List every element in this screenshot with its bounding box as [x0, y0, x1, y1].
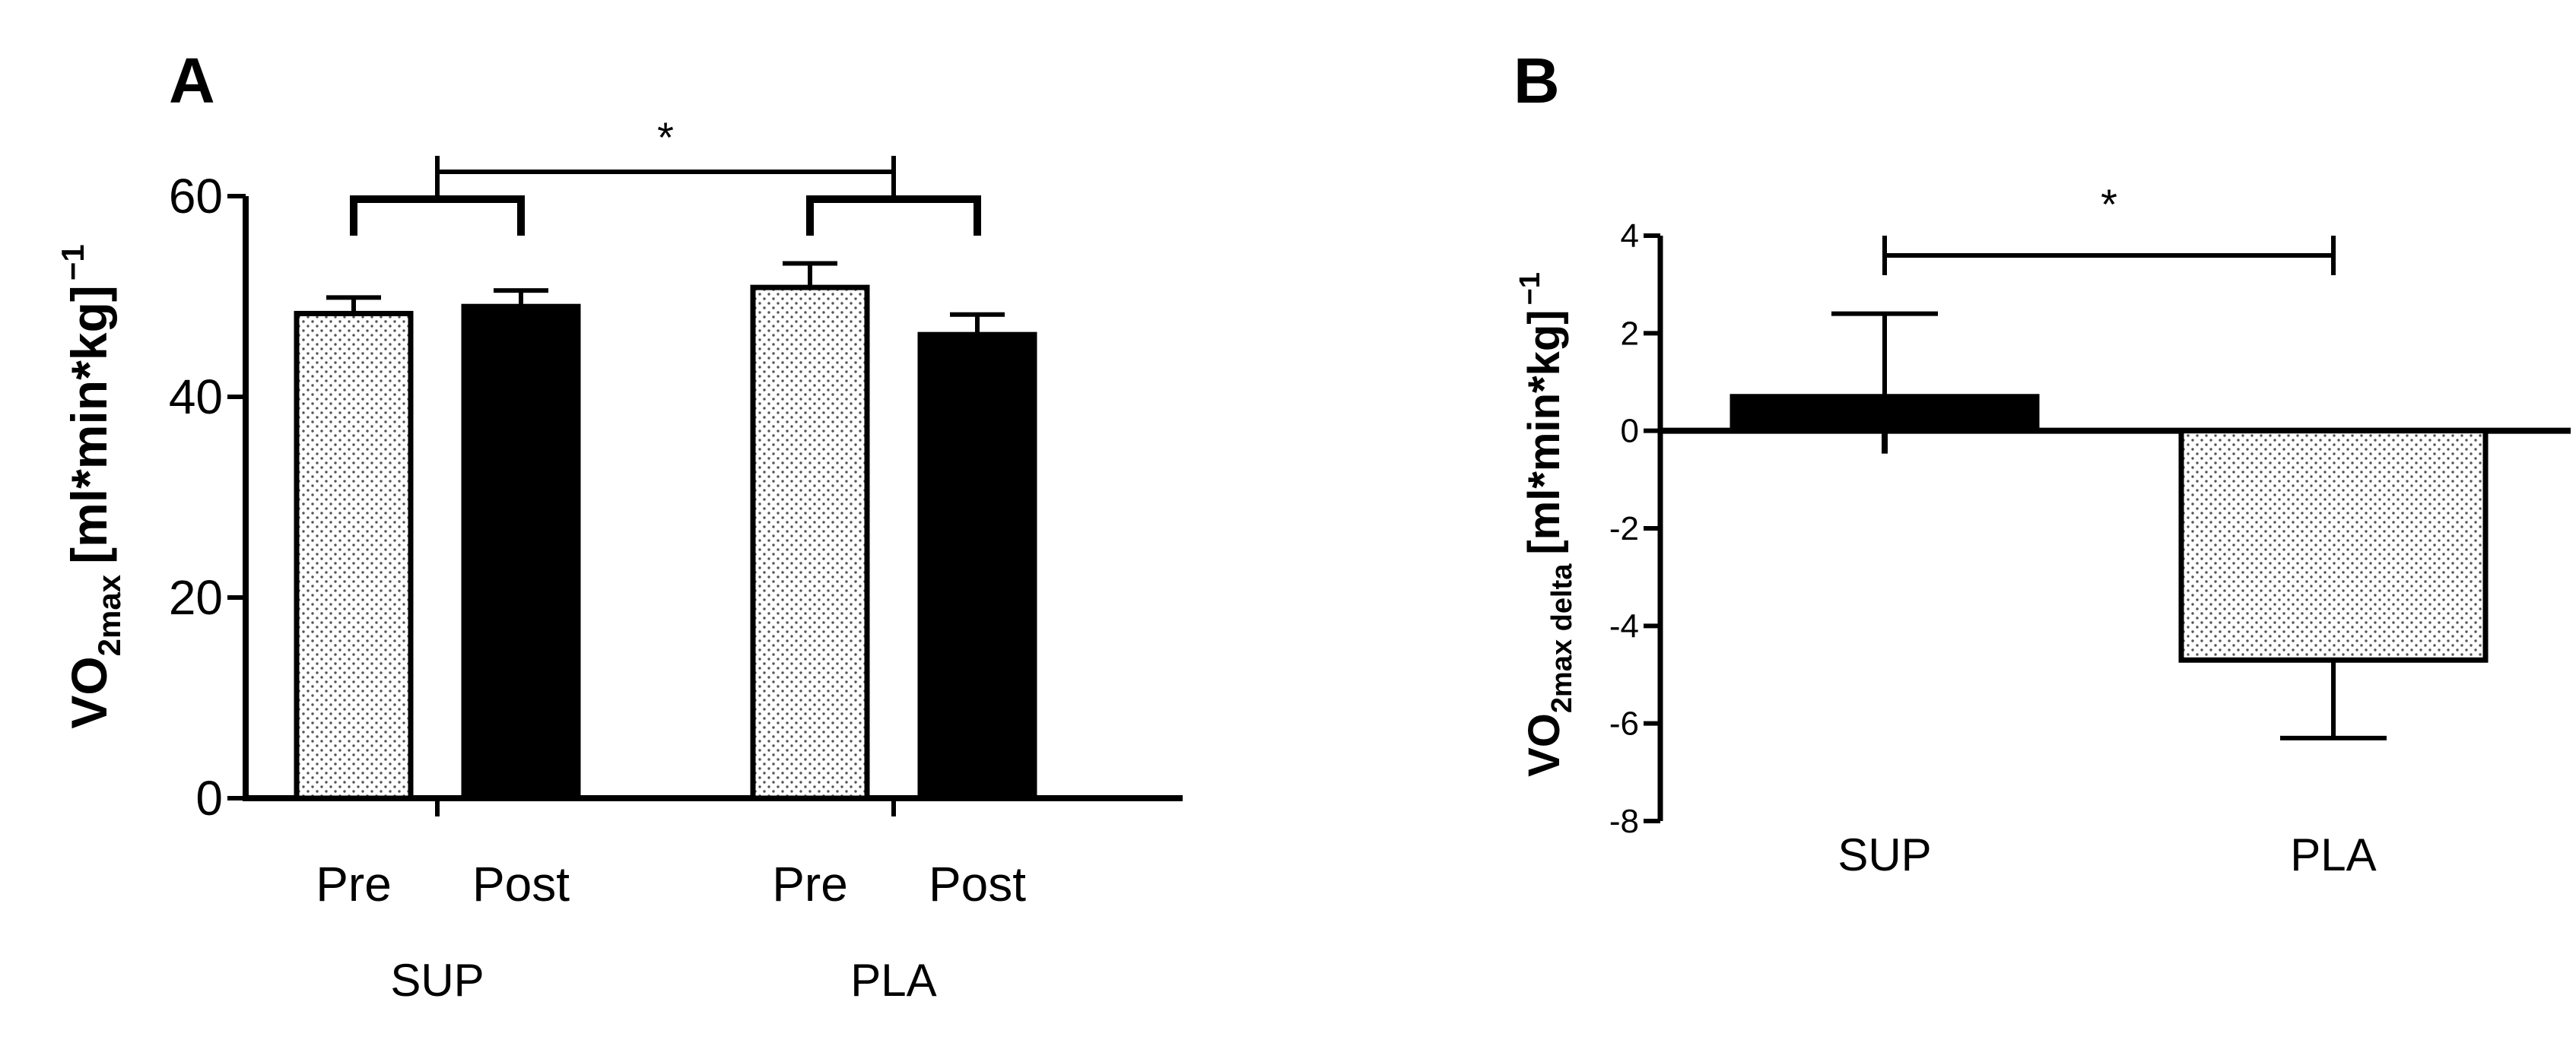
panel-b-significance: *: [1882, 180, 2336, 275]
panel-a-ylabel-sub: 2max: [91, 574, 127, 656]
panel-a-bars: [294, 261, 1037, 801]
panel-b-y-tick-label: -2: [1609, 510, 1639, 547]
panel-b-y-tick-label: -6: [1609, 705, 1639, 743]
panel-a-significance: *: [350, 113, 981, 236]
bar-category-label: Pre: [772, 857, 848, 911]
panel-a-category-labels: Pre Post SUP Pre Post PLA: [316, 857, 1026, 1006]
bar: [917, 331, 1037, 801]
bar: [294, 310, 414, 801]
panel-b-bars: [1730, 311, 2489, 740]
bar: [461, 303, 581, 801]
panel-a-y-tick-label: 20: [169, 570, 223, 625]
bar-category-label: Pre: [316, 857, 392, 911]
panel-a-ylabel-sup: −1: [55, 244, 91, 281]
bar: [1730, 394, 2040, 434]
bar: [2178, 428, 2489, 663]
significance-marker: *: [2101, 180, 2117, 228]
group-bracket: [350, 195, 525, 236]
bar-category-label: Post: [472, 857, 570, 911]
bar-category-label: Post: [929, 857, 1026, 911]
panel-a-y-tick-label: 40: [169, 369, 223, 424]
bar-category-label: SUP: [1838, 829, 1931, 880]
bar-category-label: PLA: [2290, 829, 2376, 880]
group-label: SUP: [390, 955, 484, 1006]
group-bracket: [806, 195, 981, 236]
significance-marker: *: [657, 113, 674, 161]
panel-b-y-tick-label: 2: [1621, 315, 1639, 352]
panel-b-letter: B: [1514, 45, 1560, 116]
panel-b-ylabel-bracket: [ml*min*kg]: [1520, 309, 1569, 554]
panel-b-y-tick-label: 4: [1621, 217, 1639, 255]
panel-b-y-tick-label: 0: [1621, 413, 1639, 450]
panel-b-y-axis-label: VO2max delta [ml*min*kg] −1: [1514, 272, 1578, 777]
panel-b-y-tick-label: -8: [1609, 803, 1639, 840]
panel-a-ylabel-main: VO: [61, 656, 117, 728]
panel-a-y-axis-label: VO2max [ml*min*kg] −1: [55, 244, 127, 728]
panel-b-ylabel-sup: −1: [1514, 272, 1546, 305]
panel-a: A VO2max [ml*min*kg] −1 0 20 40 60 Pre Post SUP…: [55, 45, 1183, 1006]
panel-a-y-tick-label: 60: [169, 169, 223, 224]
panel-a-ylabel-bracket: [ml*min*kg]: [61, 285, 117, 564]
group-label: PLA: [850, 955, 936, 1006]
bar: [750, 284, 870, 801]
panel-b-ylabel-sub: 2max delta: [1546, 563, 1578, 713]
panel-b-y-tick-label: -4: [1609, 607, 1639, 645]
panel-a-y-tick-label: 0: [195, 771, 223, 826]
panel-b-ylabel-main: VO: [1520, 713, 1569, 777]
panel-b: B VO2max delta[ml*min*kg]−1 -8-6-4-2024 …: [1514, 45, 2571, 880]
panel-b-category-labels: SUP PLA: [1838, 829, 2376, 880]
panel-a-letter: A: [169, 45, 215, 116]
